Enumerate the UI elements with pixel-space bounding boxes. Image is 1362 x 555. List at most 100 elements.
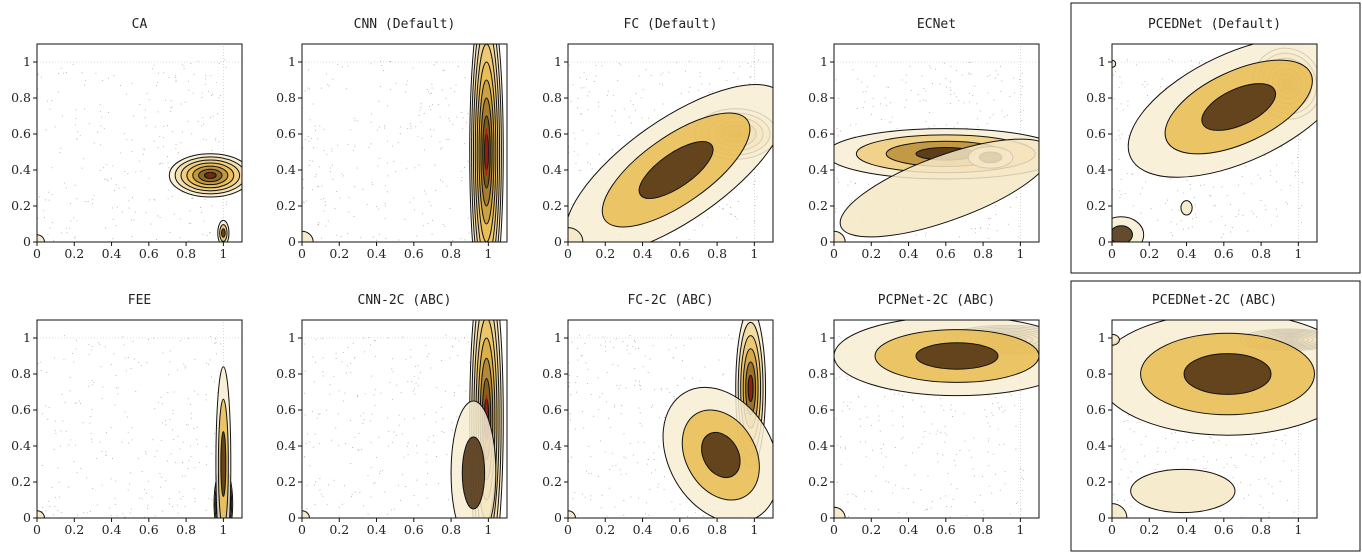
scatter-points bbox=[37, 335, 227, 518]
panel-title: CNN-2C (ABC) bbox=[358, 293, 452, 308]
scatter-point bbox=[322, 375, 324, 377]
scatter-point bbox=[112, 165, 114, 167]
scatter-point bbox=[1120, 194, 1122, 196]
scatter-point bbox=[988, 465, 990, 467]
scatter-point bbox=[203, 123, 205, 125]
scatter-point bbox=[191, 412, 192, 414]
scatter-point bbox=[842, 410, 843, 412]
scatter-point bbox=[463, 143, 465, 145]
scatter-point bbox=[970, 73, 972, 75]
scatter-point bbox=[623, 500, 625, 502]
scatter-point bbox=[373, 339, 375, 341]
scatter-point bbox=[182, 495, 184, 497]
scatter-point bbox=[159, 163, 161, 165]
scatter-point bbox=[569, 413, 571, 415]
scatter-point bbox=[141, 471, 143, 473]
scatter-point bbox=[1161, 78, 1163, 80]
scatter-point bbox=[954, 464, 956, 466]
scatter-point bbox=[642, 89, 644, 91]
scatter-point bbox=[612, 94, 614, 96]
scatter-point bbox=[905, 74, 907, 76]
scatter-point bbox=[370, 344, 372, 346]
scatter-point bbox=[124, 171, 126, 173]
scatter-point bbox=[586, 143, 588, 145]
scatter-point bbox=[1280, 146, 1282, 148]
scatter-point bbox=[891, 116, 893, 118]
scatter-point bbox=[151, 496, 153, 498]
scatter-point bbox=[210, 335, 211, 337]
scatter-point bbox=[115, 184, 117, 186]
scatter-point bbox=[652, 345, 654, 347]
scatter-point bbox=[940, 431, 942, 433]
scatter-point bbox=[943, 62, 945, 64]
scatter-point bbox=[1203, 455, 1205, 457]
scatter-point bbox=[187, 468, 189, 469]
scatter-point bbox=[647, 459, 649, 460]
scatter-point bbox=[991, 412, 993, 414]
scatter-point bbox=[160, 476, 162, 478]
x-tick-label: 0.8 bbox=[973, 246, 993, 261]
scatter-point bbox=[121, 211, 123, 213]
scatter-point bbox=[152, 439, 154, 441]
scatter-point bbox=[156, 239, 158, 240]
scatter-point bbox=[330, 167, 332, 169]
scatter-point bbox=[1119, 138, 1121, 140]
scatter-point bbox=[1144, 455, 1146, 457]
scatter-point bbox=[898, 393, 900, 395]
scatter-point bbox=[384, 127, 386, 129]
scatter-point bbox=[591, 473, 593, 475]
scatter-point bbox=[215, 82, 217, 84]
y-tick-label: 0.2 bbox=[808, 198, 828, 213]
scatter-point bbox=[187, 338, 189, 339]
scatter-point bbox=[930, 507, 932, 509]
scatter-point bbox=[304, 139, 306, 141]
y-tick-label: 0 bbox=[1098, 510, 1106, 525]
scatter-point bbox=[1186, 441, 1188, 443]
scatter-point bbox=[59, 152, 61, 154]
scatter-point bbox=[444, 225, 446, 227]
scatter-point bbox=[672, 357, 674, 359]
scatter-point bbox=[570, 394, 572, 396]
scatter-point bbox=[363, 419, 365, 420]
scatter-point bbox=[171, 195, 173, 197]
scatter-point bbox=[950, 66, 952, 67]
scatter-point bbox=[177, 512, 179, 514]
y-tick-label: 0.2 bbox=[1086, 198, 1106, 213]
scatter-point bbox=[1291, 162, 1293, 164]
scatter-point bbox=[859, 441, 861, 443]
x-tick-label: 0 bbox=[33, 246, 41, 261]
scatter-point bbox=[143, 489, 145, 490]
scatter-point bbox=[947, 472, 949, 474]
y-tick-label: 0.6 bbox=[11, 126, 31, 141]
x-tick-label: 0.4 bbox=[633, 246, 653, 261]
scatter-point bbox=[573, 132, 575, 134]
scatter-point bbox=[1018, 236, 1020, 238]
scatter-point bbox=[992, 403, 994, 405]
scatter-point bbox=[194, 358, 196, 360]
scatter-point bbox=[614, 406, 616, 408]
scatter-point bbox=[735, 216, 736, 218]
scatter-point bbox=[312, 189, 313, 191]
contour-level bbox=[37, 234, 45, 242]
scatter-point bbox=[1180, 220, 1182, 222]
x-tick-label: 0.2 bbox=[595, 246, 615, 261]
scatter-point bbox=[1129, 428, 1131, 430]
y-tick-label: 0 bbox=[554, 234, 562, 249]
scatter-point bbox=[326, 73, 328, 75]
scatter-point bbox=[128, 207, 130, 209]
scatter-point bbox=[357, 120, 359, 122]
scatter-point bbox=[402, 474, 403, 476]
scatter-point bbox=[930, 67, 932, 69]
scatter-point bbox=[1169, 178, 1171, 180]
scatter-point bbox=[103, 127, 105, 129]
scatter-point bbox=[722, 207, 724, 209]
scatter-point bbox=[127, 489, 129, 491]
scatter-point bbox=[386, 191, 388, 193]
scatter-point bbox=[40, 370, 42, 371]
scatter-point bbox=[1009, 392, 1011, 394]
scatter-point bbox=[847, 501, 849, 503]
scatter-point bbox=[889, 122, 890, 124]
scatter-point bbox=[169, 232, 171, 234]
scatter-point bbox=[377, 165, 379, 167]
scatter-point bbox=[449, 357, 451, 359]
